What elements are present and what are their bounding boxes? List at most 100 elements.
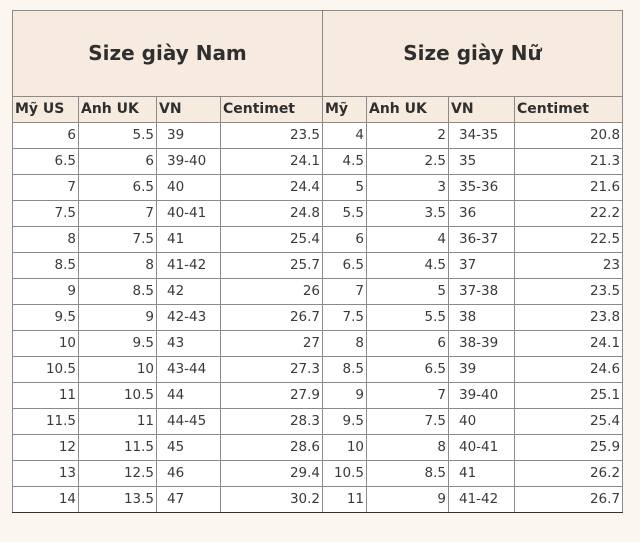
women-size-cell: 8.5 — [322, 356, 367, 383]
women-size-cell: 41-42 — [448, 486, 515, 513]
women-size-cell: 9.5 — [322, 408, 367, 435]
men-size-cell: 42 — [156, 278, 221, 305]
women-size-cell: 22.5 — [513, 226, 624, 253]
men-size-cell: 8.5 — [12, 252, 79, 279]
men-size-cell: 10.5 — [12, 356, 79, 383]
men-size-cell: 43-44 — [156, 356, 221, 383]
men-size-cell: 10 — [12, 330, 79, 357]
men-size-cell: 11 — [78, 408, 157, 435]
men-size-cell: 6 — [12, 122, 79, 149]
men-size-cell: 10.5 — [78, 382, 157, 409]
men-size-cell: 14 — [12, 486, 79, 513]
column-header-row: Mỹ US Anh UK VN Centimet Mỹ Anh UK VN Centimet — [12, 96, 624, 123]
women-size-cell: 5.5 — [322, 200, 367, 227]
women-size-cell: 4.5 — [322, 148, 367, 175]
women-size-cell: 21.3 — [513, 148, 624, 175]
women-size-cell: 25.1 — [513, 382, 624, 409]
men-size-cell: 8 — [12, 226, 79, 253]
table-row: 7 6.5 40 24.4 5 3 35-36 21.6 — [12, 174, 624, 201]
women-size-cell: 36 — [448, 200, 515, 227]
women-size-cell: 3.5 — [366, 200, 449, 227]
men-size-cell: 27 — [220, 330, 323, 357]
women-column-header: Centimet — [513, 96, 624, 123]
women-size-cell: 10.5 — [322, 460, 367, 487]
women-size-cell: 7 — [366, 382, 449, 409]
women-size-cell: 26.7 — [513, 486, 624, 513]
table-row: 11.5 11 44-45 28.3 9.5 7.5 40 25.4 — [12, 408, 624, 435]
men-size-cell: 41 — [156, 226, 221, 253]
men-size-cell: 41-42 — [156, 252, 221, 279]
table-row: 6.5 6 39-40 24.1 4.5 2.5 35 21.3 — [12, 148, 624, 175]
women-size-cell: 4 — [366, 226, 449, 253]
men-size-cell: 27.3 — [220, 356, 323, 383]
women-size-cell: 8 — [366, 434, 449, 461]
group-title-row: Size giày Nam Size giày Nữ — [12, 10, 624, 97]
men-size-cell: 8.5 — [78, 278, 157, 305]
men-size-cell: 11.5 — [12, 408, 79, 435]
women-size-cell: 9 — [366, 486, 449, 513]
men-size-cell: 25.4 — [220, 226, 323, 253]
women-size-cell: 40 — [448, 408, 515, 435]
men-size-cell: 12 — [12, 434, 79, 461]
men-size-cell: 44-45 — [156, 408, 221, 435]
table-row: 7.5 7 40-41 24.8 5.5 3.5 36 22.2 — [12, 200, 624, 227]
women-size-cell: 5 — [366, 278, 449, 305]
men-size-cell: 28.3 — [220, 408, 323, 435]
men-size-cell: 24.8 — [220, 200, 323, 227]
table-row: 14 13.5 47 30.2 11 9 41-42 26.7 — [12, 486, 624, 513]
men-size-cell: 9 — [12, 278, 79, 305]
women-size-cell: 22.2 — [513, 200, 624, 227]
men-size-cell: 12.5 — [78, 460, 157, 487]
women-size-cell: 34-35 — [448, 122, 515, 149]
women-column-header: VN — [448, 96, 515, 123]
men-size-cell: 24.4 — [220, 174, 323, 201]
men-size-cell: 5.5 — [78, 122, 157, 149]
men-size-cell: 23.5 — [220, 122, 323, 149]
women-size-cell: 37-38 — [448, 278, 515, 305]
women-size-cell: 35-36 — [448, 174, 515, 201]
table-row: 10.5 10 43-44 27.3 8.5 6.5 39 24.6 — [12, 356, 624, 383]
men-size-cell: 28.6 — [220, 434, 323, 461]
women-size-cell: 24.1 — [513, 330, 624, 357]
women-size-cell: 11 — [322, 486, 367, 513]
women-size-cell: 6 — [322, 226, 367, 253]
men-size-cell: 42-43 — [156, 304, 221, 331]
women-size-cell: 8.5 — [366, 460, 449, 487]
men-size-title: Size giày Nam — [12, 10, 323, 97]
women-size-cell: 5 — [322, 174, 367, 201]
men-size-cell: 46 — [156, 460, 221, 487]
women-size-cell: 4 — [322, 122, 367, 149]
women-size-cell: 40-41 — [448, 434, 515, 461]
women-size-cell: 21.6 — [513, 174, 624, 201]
women-size-cell: 23.8 — [513, 304, 624, 331]
men-size-cell: 39 — [156, 122, 221, 149]
table-row: 13 12.5 46 29.4 10.5 8.5 41 26.2 — [12, 460, 624, 487]
men-size-cell: 40 — [156, 174, 221, 201]
men-size-cell: 10 — [78, 356, 157, 383]
men-size-cell: 7 — [12, 174, 79, 201]
table-row: 8.5 8 41-42 25.7 6.5 4.5 37 23 — [12, 252, 624, 279]
women-column-header: Anh UK — [366, 96, 449, 123]
women-size-title: Size giày Nữ — [321, 10, 624, 97]
size-table-body: 6 5.5 39 23.5 4 2 34-35 20.8 6.5 6 39-40 24.1 4.5 2.5… — [12, 122, 624, 513]
women-size-cell: 2 — [366, 122, 449, 149]
men-size-cell: 27.9 — [220, 382, 323, 409]
men-size-cell: 6 — [78, 148, 157, 175]
women-column-header: Mỹ — [322, 96, 367, 123]
men-size-cell: 40-41 — [156, 200, 221, 227]
men-size-cell: 45 — [156, 434, 221, 461]
men-column-header: Centimet — [220, 96, 323, 123]
men-size-cell: 11.5 — [78, 434, 157, 461]
men-size-cell: 13.5 — [78, 486, 157, 513]
women-size-cell: 26.2 — [513, 460, 624, 487]
men-size-cell: 24.1 — [220, 148, 323, 175]
women-size-cell: 25.4 — [513, 408, 624, 435]
men-size-cell: 11 — [12, 382, 79, 409]
women-size-cell: 7.5 — [322, 304, 367, 331]
table-row: 8 7.5 41 25.4 6 4 36-37 22.5 — [12, 226, 624, 253]
table-row: 11 10.5 44 27.9 9 7 39-40 25.1 — [12, 382, 624, 409]
women-size-cell: 7 — [322, 278, 367, 305]
men-size-cell: 7.5 — [78, 226, 157, 253]
men-size-cell: 30.2 — [220, 486, 323, 513]
shoe-size-table: Size giày Nam Size giày Nữ Mỹ US Anh UK VN… — [12, 10, 624, 513]
